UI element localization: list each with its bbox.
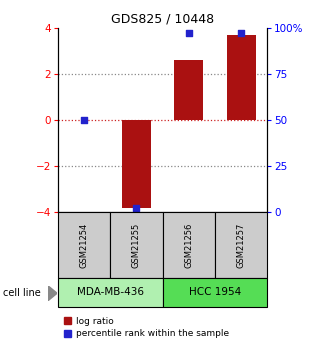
Text: cell line: cell line: [3, 288, 41, 298]
Bar: [110, 212, 162, 278]
Text: GSM21255: GSM21255: [132, 222, 141, 268]
Title: GDS825 / 10448: GDS825 / 10448: [111, 12, 214, 25]
Point: [134, 206, 139, 211]
Text: MDA-MB-436: MDA-MB-436: [77, 287, 144, 297]
Bar: [58, 278, 162, 307]
Text: GSM21257: GSM21257: [237, 222, 246, 268]
Text: HCC 1954: HCC 1954: [189, 287, 241, 297]
Polygon shape: [48, 286, 57, 301]
Bar: [174, 60, 203, 120]
Bar: [215, 212, 267, 278]
Bar: [122, 120, 151, 208]
Point: [81, 117, 86, 122]
Point: [239, 30, 244, 36]
Bar: [227, 34, 255, 120]
Text: GSM21254: GSM21254: [80, 222, 88, 268]
Point: [186, 30, 191, 36]
Bar: [162, 212, 215, 278]
Bar: [58, 212, 110, 278]
Text: GSM21256: GSM21256: [184, 222, 193, 268]
Legend: log ratio, percentile rank within the sample: log ratio, percentile rank within the sa…: [62, 315, 231, 340]
Bar: [162, 278, 267, 307]
